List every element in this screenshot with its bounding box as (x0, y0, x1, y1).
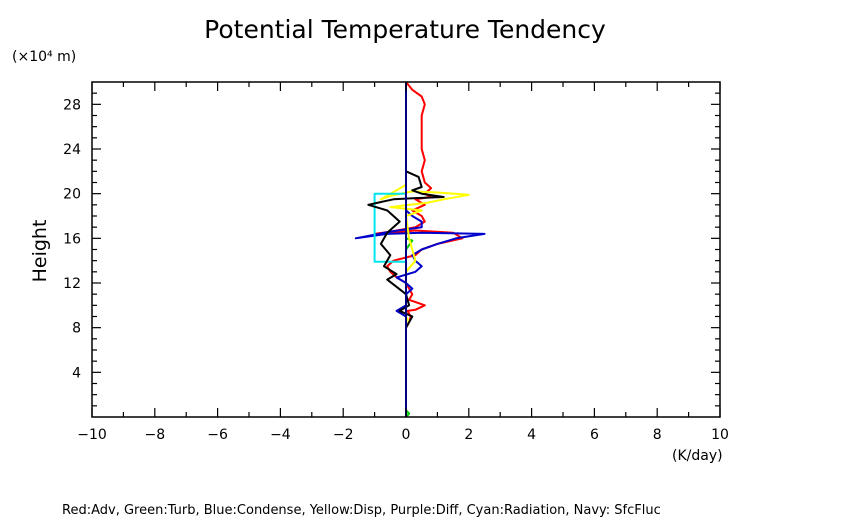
plot-area (354, 82, 486, 417)
series-group (354, 82, 486, 417)
y-tick-label: 12 (63, 276, 81, 292)
y-unit-label: (×10⁴ m) (12, 49, 76, 65)
x-tick-label: 0 (402, 427, 411, 443)
x-tick-label: −6 (207, 427, 228, 443)
series-line-radiation (373, 82, 407, 417)
x-tick-label: 6 (590, 427, 599, 443)
series-line-condense (354, 82, 486, 417)
series-line-adv (373, 82, 464, 417)
chart-title: Potential Temperature Tendency (204, 15, 606, 44)
x-tick-label: −2 (333, 427, 354, 443)
x-tick-label: 4 (527, 427, 536, 443)
y-tick-label: 20 (63, 187, 81, 203)
series-line-black (367, 82, 445, 417)
y-tick-label: 8 (72, 321, 81, 337)
y-tick-label: 28 (63, 97, 81, 113)
x-tick-label: −4 (270, 427, 291, 443)
y-axis-label: Height (29, 220, 51, 283)
y-tick-label: 24 (63, 142, 81, 158)
x-unit-label: (K/day) (672, 448, 723, 464)
x-tick-label: 8 (653, 427, 662, 443)
x-tick-label: −10 (77, 427, 107, 443)
x-tick-label: 10 (711, 427, 729, 443)
x-tick-label: −8 (144, 427, 165, 443)
legend-text: Red:Adv, Green:Turb, Blue:Condense, Yell… (62, 503, 661, 518)
series-line-disp (379, 82, 470, 417)
y-tick-label: 16 (63, 231, 81, 247)
y-tick-label: 4 (72, 365, 81, 381)
x-tick-label: 2 (464, 427, 473, 443)
